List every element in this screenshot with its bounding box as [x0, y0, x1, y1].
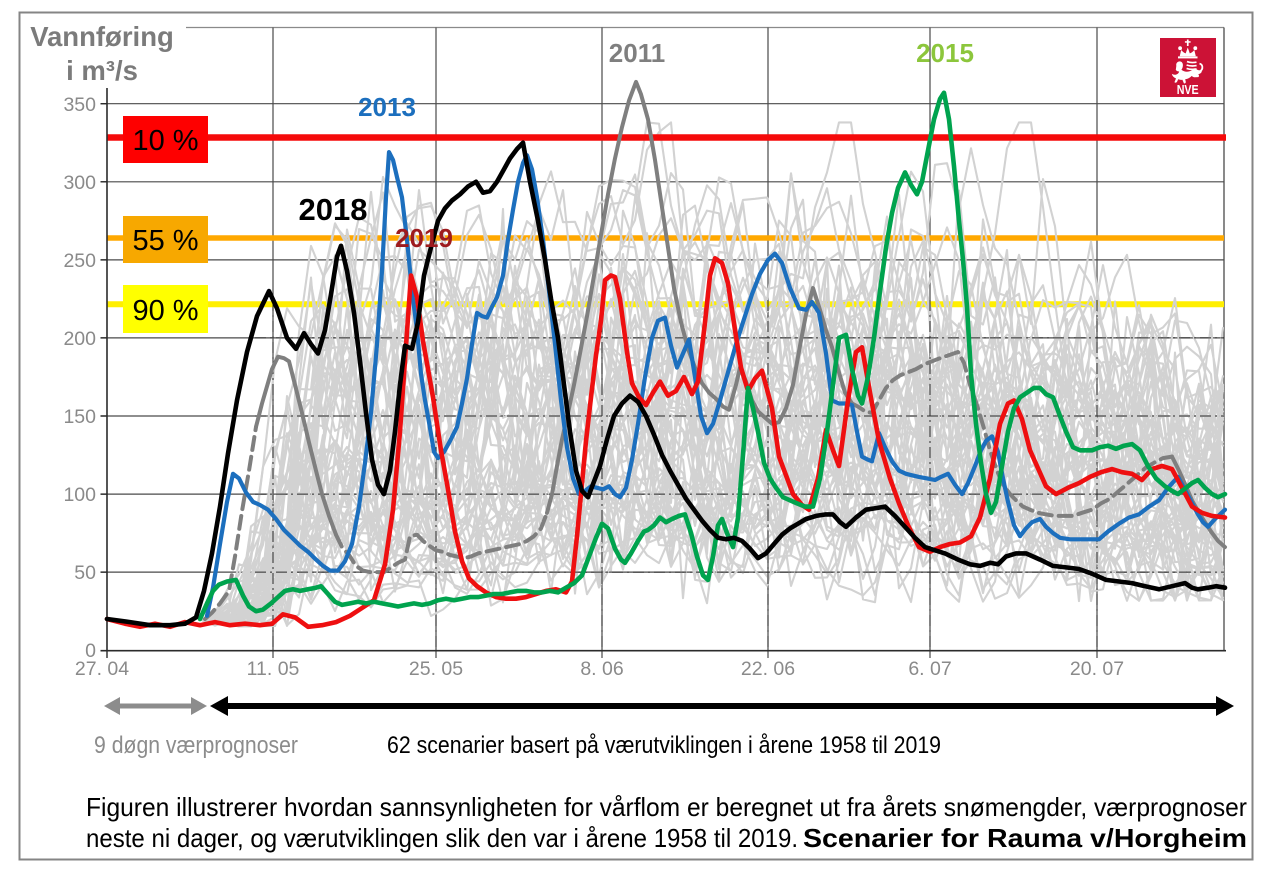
svg-text:2018: 2018	[299, 192, 368, 227]
svg-text:8. 06: 8. 06	[580, 658, 623, 680]
svg-text:2013: 2013	[358, 92, 416, 122]
svg-text:6. 07: 6. 07	[908, 658, 951, 680]
svg-text:i m³/s: i m³/s	[66, 55, 138, 86]
svg-text:20. 07: 20. 07	[1070, 658, 1124, 680]
svg-text:2011: 2011	[609, 38, 665, 68]
svg-text:NVE: NVE	[1177, 83, 1199, 97]
svg-text:150: 150	[63, 406, 96, 428]
svg-text:100: 100	[63, 484, 96, 506]
svg-text:200: 200	[63, 328, 96, 350]
svg-text:0: 0	[85, 640, 96, 662]
svg-text:Figuren illustrerer hvordan sa: Figuren illustrerer hvordan sannsynlighe…	[86, 792, 1247, 822]
svg-text:22. 06: 22. 06	[741, 658, 795, 680]
svg-text:55 %: 55 %	[132, 225, 198, 257]
svg-text:25. 05: 25. 05	[409, 658, 463, 680]
svg-text:10 %: 10 %	[132, 125, 198, 157]
svg-text:2015: 2015	[916, 38, 974, 68]
svg-text:50: 50	[74, 562, 96, 584]
svg-text:Scenarier for Rauma v/Horgheim: Scenarier for Rauma v/Horgheim	[803, 823, 1247, 853]
svg-text:neste ni dager, og værutviklin: neste ni dager, og værutviklingen slik d…	[86, 823, 798, 853]
svg-text:Vannføring: Vannføring	[30, 21, 174, 52]
svg-text:250: 250	[63, 250, 96, 272]
svg-text:62 scenarier basert på værutvi: 62 scenarier basert på værutviklingen i …	[387, 732, 941, 759]
svg-text:350: 350	[63, 94, 96, 116]
svg-text:11. 05: 11. 05	[247, 658, 300, 680]
svg-text:90 %: 90 %	[132, 295, 198, 327]
svg-text:2019: 2019	[395, 223, 453, 253]
svg-text:27. 04: 27. 04	[75, 658, 129, 680]
svg-text:9 døgn værprognoser: 9 døgn værprognoser	[94, 732, 298, 759]
svg-text:300: 300	[63, 172, 96, 194]
